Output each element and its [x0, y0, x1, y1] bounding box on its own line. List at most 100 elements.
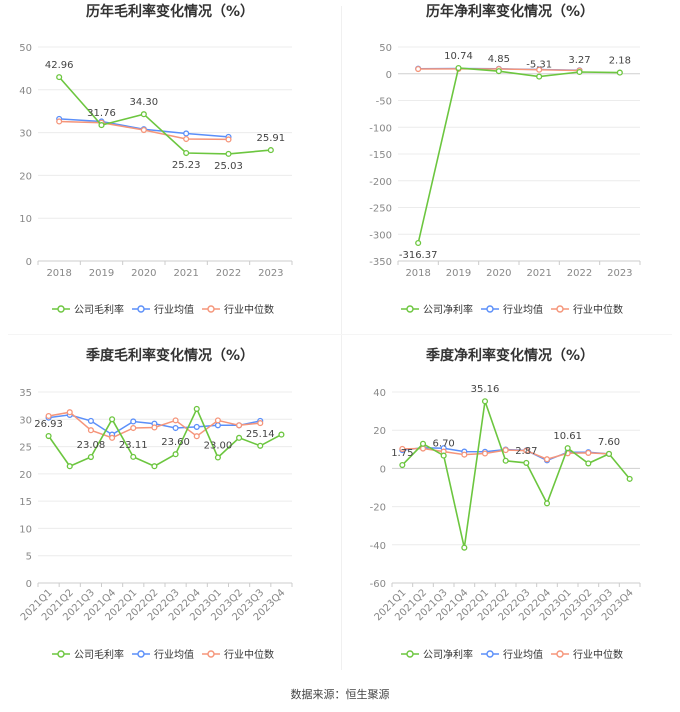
y-tick-label: 30 — [19, 415, 32, 426]
data-point — [461, 451, 468, 458]
data-label: 2.87 — [515, 446, 537, 457]
y-tick-label: 40 — [19, 86, 32, 97]
legend-item: 行业中位数 — [551, 648, 623, 661]
y-tick-label: 0 — [380, 464, 386, 475]
data-point — [225, 150, 232, 157]
data-point — [130, 418, 137, 425]
legend-swatch-marker — [57, 650, 65, 658]
data-label: -5.31 — [526, 60, 552, 71]
data-point — [45, 432, 52, 440]
data-label: 35.16 — [471, 384, 500, 395]
data-label: 10.61 — [553, 431, 582, 442]
data-point — [151, 463, 158, 470]
data-point — [502, 447, 509, 454]
chart-panel-2: 历年净利率变化情况（%） -350 -300 -250 -200 -150 -100 -50 0… — [369, 3, 641, 316]
y-tick-label: 50 — [19, 43, 32, 54]
data-point — [151, 424, 158, 431]
legend-item: 公司毛利率 — [52, 648, 124, 661]
data-point — [626, 475, 633, 482]
data-point — [214, 417, 221, 424]
data-point — [193, 405, 200, 412]
legend-label: 公司净利率 — [423, 303, 473, 316]
legend-swatch-marker — [207, 650, 215, 658]
legend-swatch-marker — [406, 650, 414, 658]
data-label: 1.75 — [391, 448, 413, 459]
data-point — [66, 463, 73, 470]
data-point — [543, 456, 551, 463]
y-tick-label: -200 — [369, 177, 392, 188]
legend-item: 公司毛利率 — [52, 303, 124, 316]
legend-item: 公司净利率 — [401, 648, 473, 661]
data-point — [419, 440, 427, 447]
x-tick-label: 2019 — [446, 268, 471, 279]
y-tick-label: 0 — [26, 579, 32, 590]
x-tick-label: 2022 — [216, 268, 241, 279]
data-label: 6.70 — [433, 439, 455, 450]
y-tick-label: 0 — [386, 70, 392, 81]
data-label: 23.60 — [161, 437, 190, 448]
legend-label: 公司毛利率 — [74, 303, 124, 316]
x-tick-label: 2020 — [131, 268, 156, 279]
data-point — [605, 450, 613, 457]
data-point — [109, 416, 116, 423]
legend-swatch-marker — [207, 305, 215, 313]
data-point — [236, 422, 243, 429]
legend-item: 行业均值 — [132, 303, 194, 316]
data-point — [419, 445, 427, 452]
data-point — [183, 149, 190, 157]
legend-swatch-marker — [556, 305, 564, 313]
data-point — [193, 433, 200, 440]
series-line-company — [417, 67, 620, 244]
data-label: 23.08 — [77, 440, 106, 451]
legend-item: 行业均值 — [481, 303, 543, 316]
y-tick-label: 5 — [26, 552, 32, 563]
legend-item: 行业均值 — [481, 648, 543, 661]
y-tick-label: 20 — [373, 426, 386, 437]
y-tick-label: -350 — [369, 257, 392, 268]
legend-swatch-marker — [137, 305, 145, 313]
x-tick-label: 2018 — [46, 268, 71, 279]
x-tick-label: 2018 — [405, 268, 430, 279]
data-label: 25.03 — [214, 161, 243, 172]
data-label: 25.91 — [257, 133, 286, 144]
data-point — [267, 147, 274, 154]
legend-swatch-marker — [556, 650, 564, 658]
legend-swatch-marker — [486, 650, 494, 658]
y-tick-label: 20 — [19, 470, 32, 481]
legend-item: 行业中位数 — [202, 648, 274, 661]
x-tick-label: 2022 — [567, 268, 592, 279]
data-point — [140, 126, 147, 134]
y-tick-label: 35 — [19, 388, 32, 399]
data-point — [585, 460, 592, 467]
data-label: 4.85 — [488, 54, 510, 65]
data-point — [455, 64, 462, 72]
legend-swatch-marker — [137, 650, 145, 658]
data-point — [415, 65, 422, 73]
y-tick-label: 15 — [19, 497, 32, 508]
data-point — [481, 398, 489, 405]
legend-label: 行业中位数 — [224, 648, 274, 661]
data-point — [87, 427, 94, 434]
x-tick-label: 2023 — [607, 268, 632, 279]
data-point — [399, 445, 406, 452]
data-point — [225, 136, 232, 143]
legend-label: 行业中位数 — [224, 303, 274, 316]
data-point — [495, 68, 502, 75]
data-point — [172, 451, 179, 458]
legend-label: 行业中位数 — [573, 648, 623, 661]
data-label: -316.37 — [399, 250, 438, 261]
data-point — [564, 445, 571, 452]
legend-swatch-marker — [57, 305, 65, 313]
data-point — [109, 434, 116, 441]
data-point — [140, 111, 147, 118]
data-label: 42.96 — [45, 60, 74, 71]
y-tick-label: 10 — [19, 214, 32, 225]
data-point — [172, 424, 179, 432]
data-label: 2.18 — [609, 56, 631, 67]
data-point — [56, 74, 63, 81]
x-tick-label: 2021 — [526, 268, 551, 279]
data-point — [278, 431, 285, 438]
legend-label: 行业均值 — [154, 648, 194, 661]
data-point — [193, 423, 200, 430]
